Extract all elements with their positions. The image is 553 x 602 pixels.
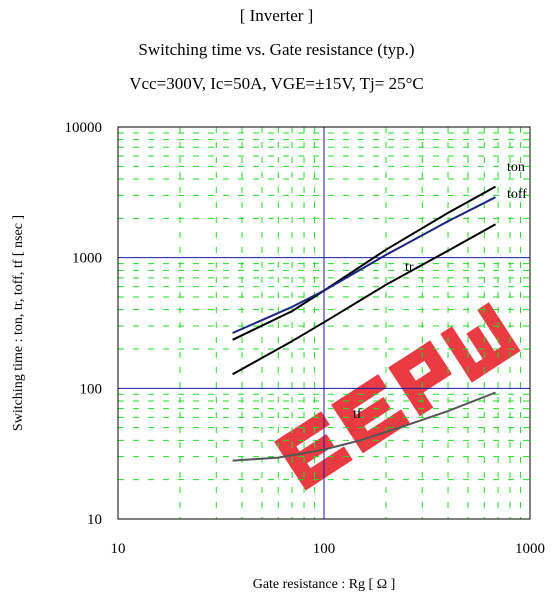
y-tick-label: 100 <box>80 381 103 397</box>
series-layer <box>232 185 496 462</box>
test-conditions: Vcc=300V, Ic=50A, VGE=±15V, Tj= 25°C <box>129 74 424 93</box>
series-line-tf <box>232 391 496 462</box>
y-tick-label: 10 <box>87 512 102 528</box>
curve-label-tr: tr <box>405 260 414 275</box>
y-axis-label: Switching time : ton, tr, toff, tf [ nse… <box>11 215 26 431</box>
x-tick-label: 100 <box>313 541 336 557</box>
tick-labels: 10 100 1000 10 100 1000 10000 <box>65 120 546 557</box>
series-line-toff <box>232 196 496 334</box>
minor-grid <box>118 127 530 519</box>
chart-category: [ Inverter ] <box>239 6 314 25</box>
x-tick-label: 1000 <box>515 541 545 557</box>
y-tick-label: 1000 <box>72 251 102 267</box>
watermark-block <box>274 432 320 491</box>
curve-label-ton: ton <box>507 160 525 175</box>
series-line-ton <box>232 185 496 341</box>
chart-title: Switching time vs. Gate resistance (typ.… <box>138 40 415 59</box>
x-axis-label: Gate resistance : Rg [ Ω ] <box>253 577 396 592</box>
curve-label-tf: tf <box>353 407 362 422</box>
plot-frame <box>117 126 531 520</box>
curve-labels: ton toff tr tf <box>353 160 527 422</box>
watermark-block <box>416 340 452 383</box>
watermark-block <box>464 339 521 383</box>
y-tick-label: 10000 <box>65 120 103 136</box>
series-line-tr <box>232 223 496 376</box>
curve-label-toff: toff <box>507 187 527 202</box>
x-tick-label: 10 <box>111 541 126 557</box>
